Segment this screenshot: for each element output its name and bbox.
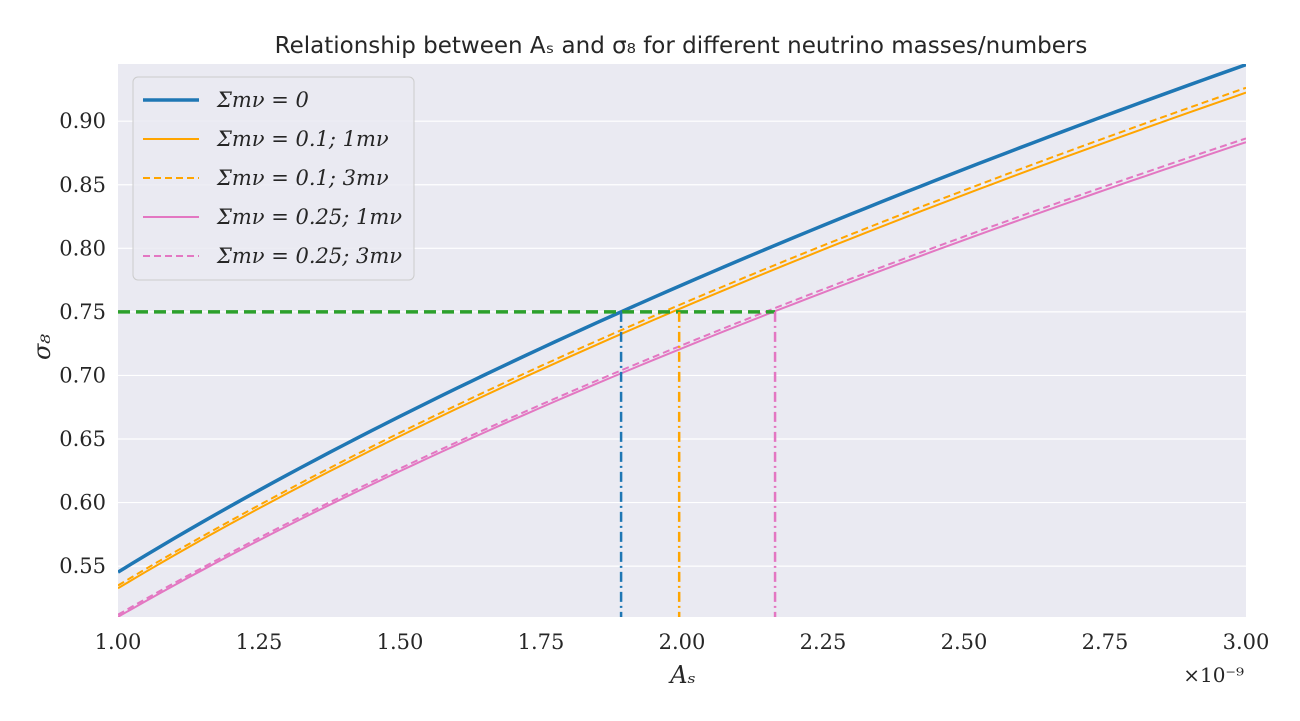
legend-label: Σmν = 0.1; 3mν bbox=[216, 166, 389, 190]
legend-label: Σmν = 0.25; 1mν bbox=[216, 205, 402, 229]
y-tick-label: 0.85 bbox=[59, 173, 106, 197]
x-tick-label: 3.00 bbox=[1223, 630, 1270, 654]
x-axis-label: Aₛ bbox=[668, 661, 695, 689]
x-tick-label: 2.75 bbox=[1082, 630, 1129, 654]
y-tick-label: 0.55 bbox=[59, 554, 106, 578]
x-tick-label: 1.50 bbox=[377, 630, 424, 654]
x-tick-label: 1.25 bbox=[236, 630, 283, 654]
y-tick-label: 0.60 bbox=[59, 491, 106, 515]
x-tick-label: 1.00 bbox=[95, 630, 142, 654]
series-line-1 bbox=[118, 91, 1246, 590]
series-lines bbox=[118, 64, 1246, 617]
x-tick-label: 1.75 bbox=[518, 630, 565, 654]
series-line-3 bbox=[118, 141, 1246, 617]
x-offset-label: ×10⁻⁹ bbox=[1183, 663, 1244, 687]
series-line-0 bbox=[118, 64, 1246, 574]
series-line-2 bbox=[118, 86, 1246, 587]
y-axis-label: σ₈ bbox=[28, 334, 56, 360]
legend-label: Σmν = 0.1; 1mν bbox=[216, 127, 389, 151]
x-tick-labels: 1.00 1.25 1.50 1.75 2.00 2.25 2.50 2.75 3.00 bbox=[95, 630, 1270, 654]
legend: Σmν = 0 Σmν = 0.1; 1mν Σmν = 0.1; 3mν Σmν =… bbox=[132, 76, 415, 281]
chart-title: Relationship between Aₛ and σ₈ for diffe… bbox=[275, 33, 1088, 59]
x-tick-label: 2.25 bbox=[800, 630, 847, 654]
y-tick-label: 0.70 bbox=[59, 363, 106, 387]
legend-label: Σmν = 0.25; 3mν bbox=[216, 244, 402, 268]
y-tick-label: 0.75 bbox=[59, 300, 106, 324]
legend-box bbox=[132, 76, 415, 281]
y-tick-label: 0.90 bbox=[59, 109, 106, 133]
x-tick-label: 2.00 bbox=[659, 630, 706, 654]
x-tick-label: 2.50 bbox=[941, 630, 988, 654]
y-tick-labels: 0.55 0.60 0.65 0.70 0.75 0.80 0.85 0.90 bbox=[59, 109, 106, 578]
y-tick-label: 0.65 bbox=[59, 427, 106, 451]
reference-lines bbox=[118, 310, 777, 617]
legend-label: Σmν = 0 bbox=[216, 88, 309, 112]
y-tick-label: 0.80 bbox=[59, 236, 106, 260]
series-line-4 bbox=[118, 137, 1246, 616]
